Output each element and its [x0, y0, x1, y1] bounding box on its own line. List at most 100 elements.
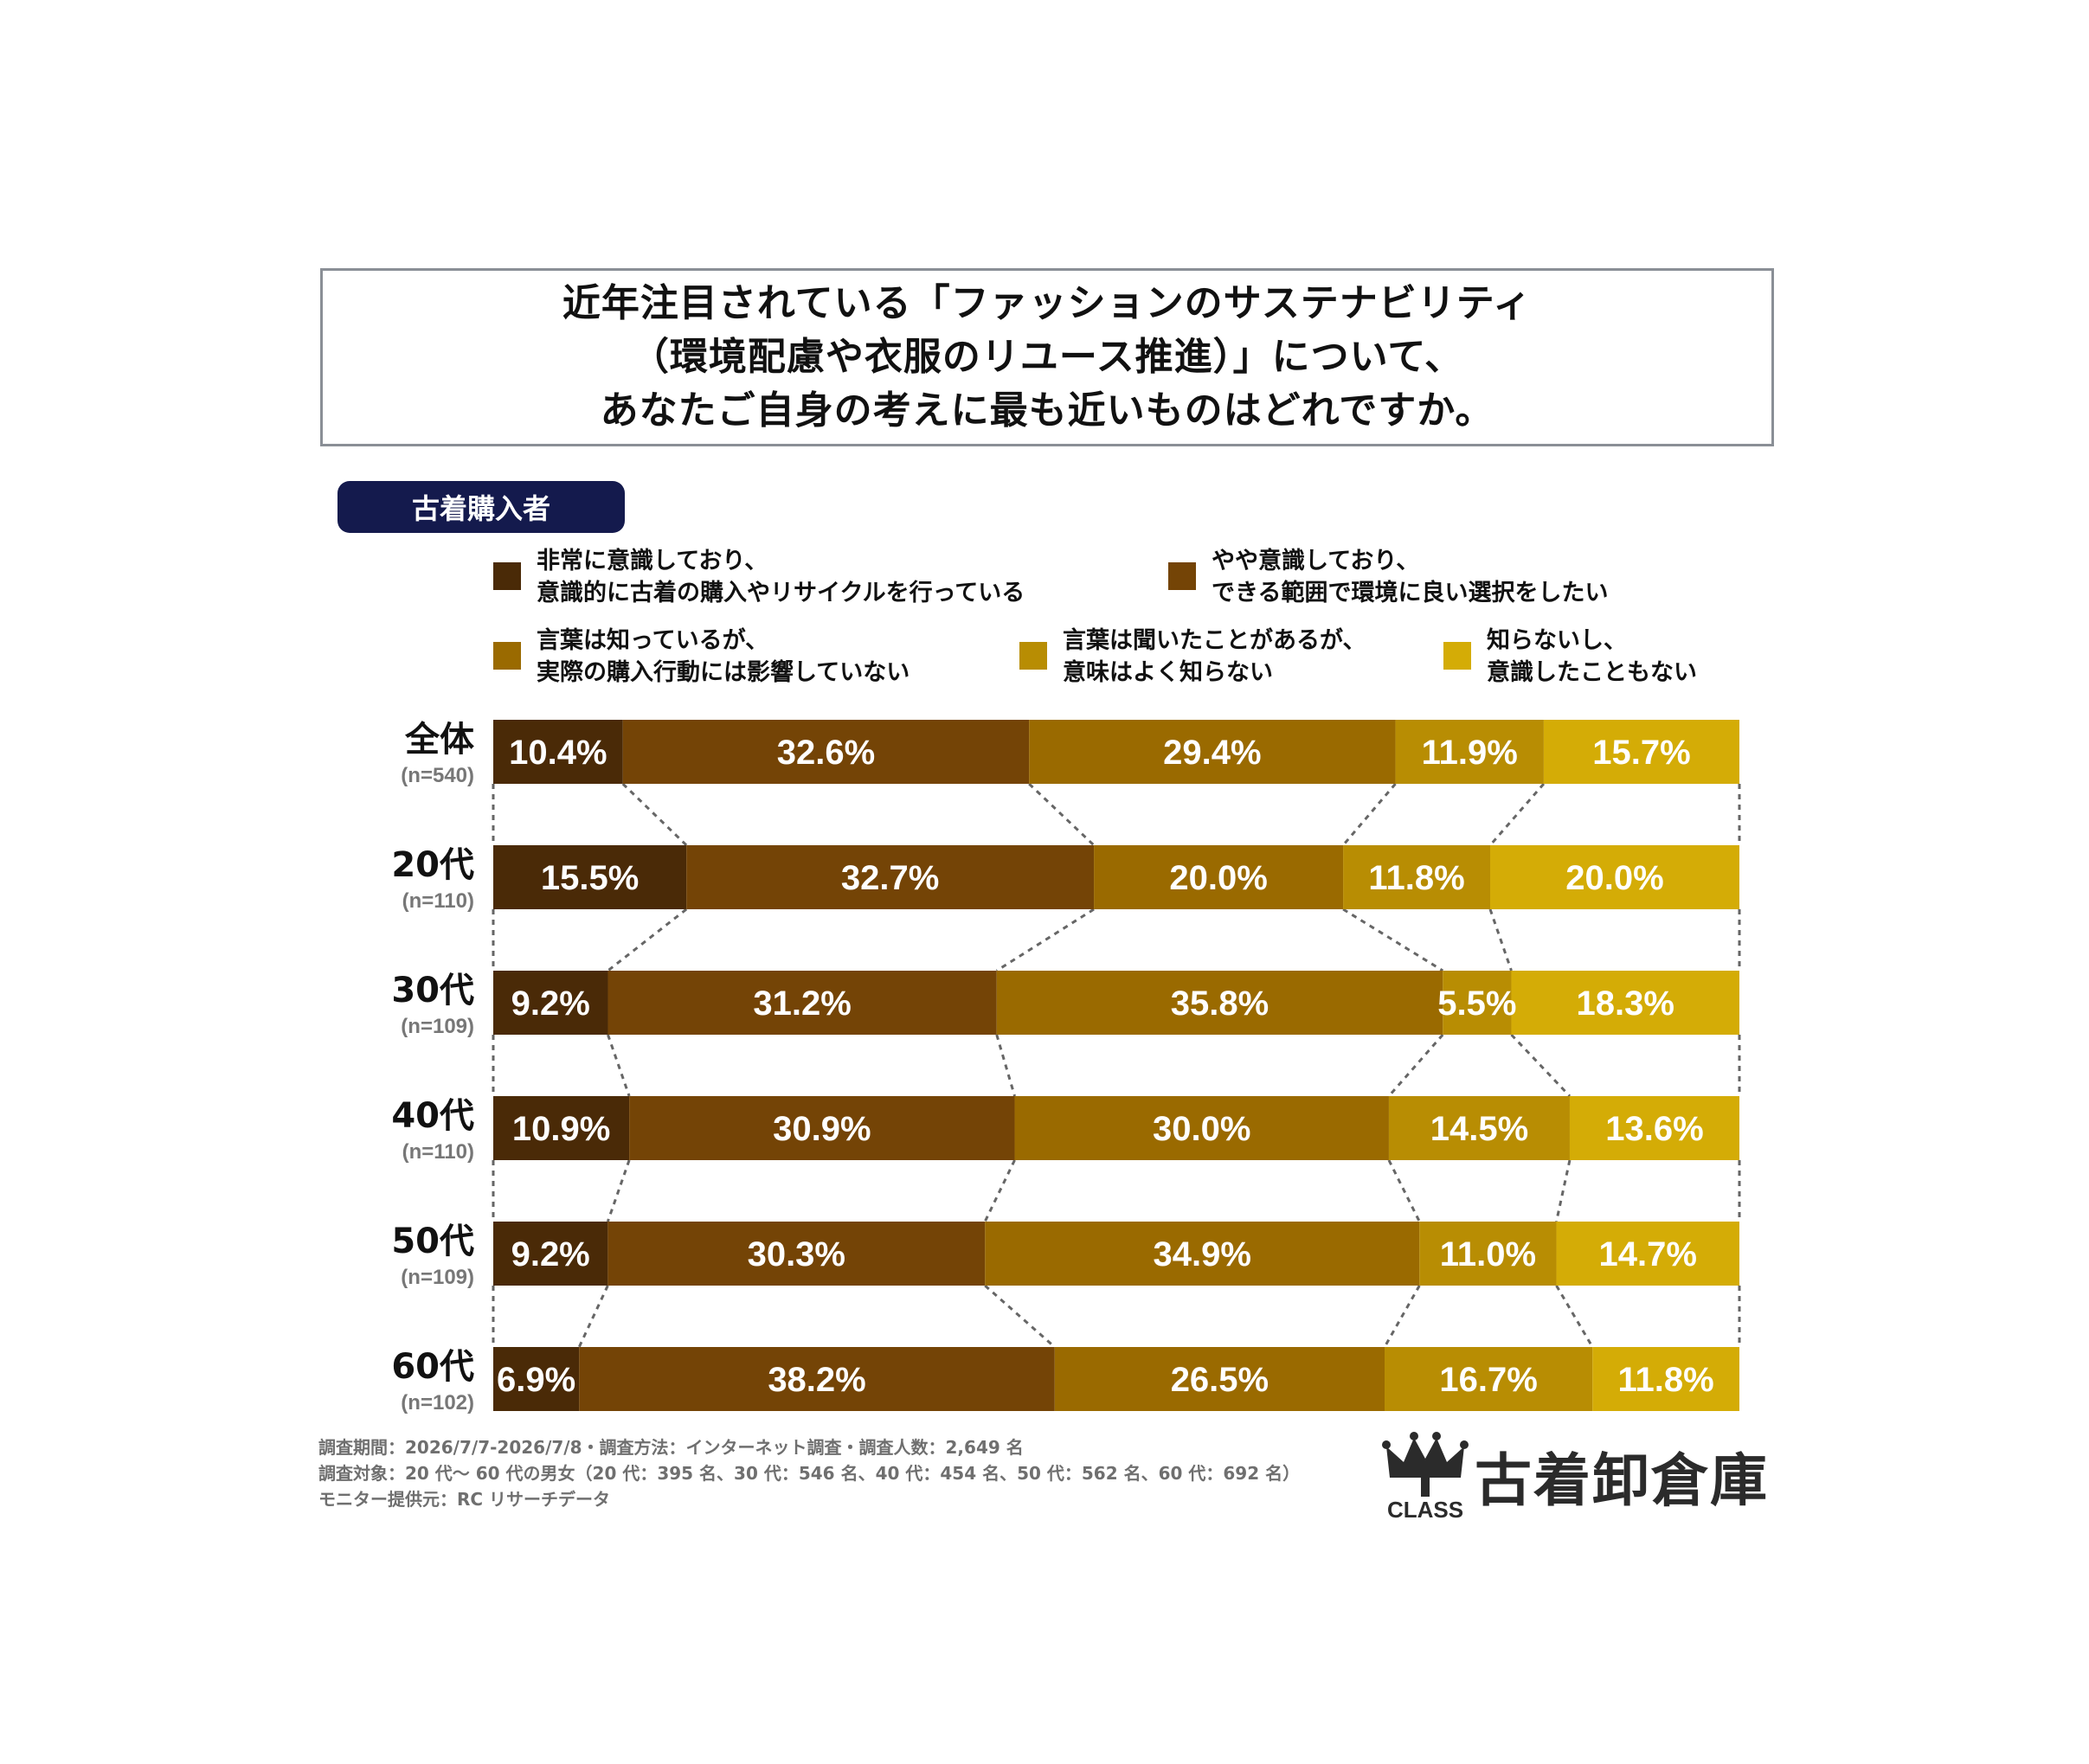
bar-segment: [1014, 1096, 1389, 1160]
data-label: 34.9%: [1154, 1235, 1251, 1273]
data-label: 32.6%: [777, 734, 875, 772]
sample-size-label: (n=102): [401, 1391, 474, 1414]
data-label: 30.0%: [1153, 1110, 1250, 1148]
data-label: 11.0%: [1440, 1235, 1536, 1273]
data-label: 11.8%: [1618, 1361, 1714, 1399]
bar-segment: [1556, 1222, 1739, 1286]
legend-swatch-5: [1443, 642, 1471, 670]
data-label: 9.2%: [511, 1235, 590, 1273]
data-label: 20.0%: [1565, 859, 1663, 897]
data-label: 29.4%: [1163, 734, 1261, 772]
bar-segment: [493, 971, 608, 1035]
connector-line: [1387, 1159, 1421, 1222]
bar-segment: [686, 845, 1095, 909]
legend-label-4: 言葉は聞いたことがあるが、 意味はよく知らない: [1063, 627, 1366, 686]
bar-segment: [579, 1347, 1055, 1411]
survey-footnotes: 調査期間：2026/7/7-2026/7/8・調査方法：インターネット調査・調査…: [318, 1434, 1300, 1512]
bar-segment: [1443, 971, 1512, 1035]
connector-line: [577, 1285, 609, 1348]
data-label: 10.9%: [512, 1110, 610, 1148]
footnote-period: 調査期間：2026/7/7-2026/7/8・調査方法：インターネット調査・調査…: [318, 1437, 1024, 1458]
connector-line: [1383, 1285, 1421, 1348]
bar-segment: [493, 845, 687, 909]
bar-segment: [1490, 845, 1739, 909]
bar-segment: [493, 1096, 630, 1160]
bar-segment: [493, 720, 623, 784]
bar-segment: [622, 720, 1030, 784]
legend-label-1: 非常に意識しており、 意識的に古着の購入やリサイクルを行っている: [537, 548, 1025, 606]
connector-line: [1510, 1033, 1572, 1098]
data-label: 18.3%: [1577, 985, 1674, 1023]
legend-item-2: やや意識しており、 できる範囲で環境に良い選択をしたい: [1168, 545, 1608, 609]
connector-line: [607, 1034, 631, 1097]
data-label: 38.2%: [768, 1361, 865, 1399]
data-label: 11.8%: [1368, 859, 1464, 897]
brand-logo: CLASS 古着卸倉庫: [1378, 1427, 1784, 1523]
connector-line: [983, 1159, 1016, 1222]
category-label: 40代: [391, 1096, 474, 1136]
bar-segment: [493, 1347, 580, 1411]
connector-line: [1028, 782, 1096, 847]
legend-swatch-1: [493, 562, 521, 590]
segment-badge: 古着購入者: [337, 481, 625, 533]
connector-line: [1387, 1034, 1444, 1097]
data-label: 14.7%: [1599, 1235, 1697, 1273]
bar-segment: [629, 1096, 1015, 1160]
data-label: 13.6%: [1605, 1110, 1703, 1148]
connector-line: [1555, 1285, 1594, 1348]
connector-line: [995, 908, 1095, 972]
data-label: 11.9%: [1422, 734, 1518, 772]
footnote-provider: モニター提供元：RC リサーチデータ: [318, 1489, 611, 1510]
legend-item-5: 知らないし、 意識したこともない: [1443, 625, 1697, 689]
connector-line: [1341, 783, 1397, 846]
bar-segment: [1343, 845, 1490, 909]
connector-line: [607, 908, 688, 972]
data-label: 10.4%: [509, 734, 607, 772]
footnote-target: 調査対象：20 代～ 60 代の男女（20 代：395 名、30 代：546 名…: [318, 1463, 1301, 1484]
legend-label-2: やや意識しており、 できる範囲で環境に良い選択をしたい: [1212, 548, 1609, 606]
bar-segment: [1592, 1347, 1739, 1411]
connector-line: [995, 1034, 1016, 1097]
data-label: 30.9%: [773, 1110, 871, 1148]
category-label: 30代: [391, 971, 474, 1010]
data-label: 9.2%: [511, 985, 590, 1023]
data-label: 32.7%: [841, 859, 939, 897]
category-label: 60代: [391, 1347, 474, 1387]
question-title-box: 近年注目されている「ファッションのサステナビリティ （環境配慮や衣服のリユース推…: [320, 268, 1774, 446]
legend-swatch-2: [1168, 562, 1196, 590]
sample-size-label: (n=110): [402, 889, 474, 913]
category-label: 50代: [391, 1222, 474, 1261]
data-label: 16.7%: [1439, 1361, 1537, 1399]
legend-item-1: 非常に意識しており、 意識的に古着の購入やリサイクルを行っている: [493, 545, 1025, 609]
legend-label-3: 言葉は知っているが、 実際の購入行動には影響していない: [537, 627, 910, 686]
bar-segment: [996, 971, 1443, 1035]
bar-segment: [1569, 1096, 1739, 1160]
legend-swatch-3: [493, 642, 521, 670]
connector-line: [1488, 908, 1513, 972]
legend-label-5: 知らないし、 意識したこともない: [1487, 627, 1697, 686]
bar-segment: [985, 1222, 1420, 1286]
connector-line: [621, 782, 688, 847]
bar-segment: [1511, 971, 1739, 1035]
connector-line: [606, 1159, 631, 1222]
sample-size-label: (n=540): [401, 764, 474, 787]
bar-segment: [1029, 720, 1396, 784]
data-label: 6.9%: [497, 1361, 575, 1399]
sample-size-label: (n=109): [401, 1266, 474, 1289]
bar-segment: [607, 1222, 986, 1286]
brand-name: 古着卸倉庫: [1475, 1446, 1769, 1514]
bar-segment: [1385, 1347, 1593, 1411]
title-line-3: あなたご自身の考えに最も近いものはどれですか。: [600, 388, 1494, 433]
bar-segment: [1395, 720, 1544, 784]
data-label: 20.0%: [1169, 859, 1267, 897]
category-label: 全体: [404, 720, 474, 760]
category-label: 20代: [391, 845, 474, 885]
data-label: 35.8%: [1171, 985, 1269, 1023]
bar-segment: [493, 1222, 608, 1286]
legend-swatch-4: [1019, 642, 1047, 670]
data-label: 15.5%: [541, 859, 639, 897]
legend-item-3: 言葉は知っているが、 実際の購入行動には影響していない: [493, 625, 910, 689]
bar-segment: [1388, 1096, 1570, 1160]
connector-line: [1488, 783, 1546, 846]
